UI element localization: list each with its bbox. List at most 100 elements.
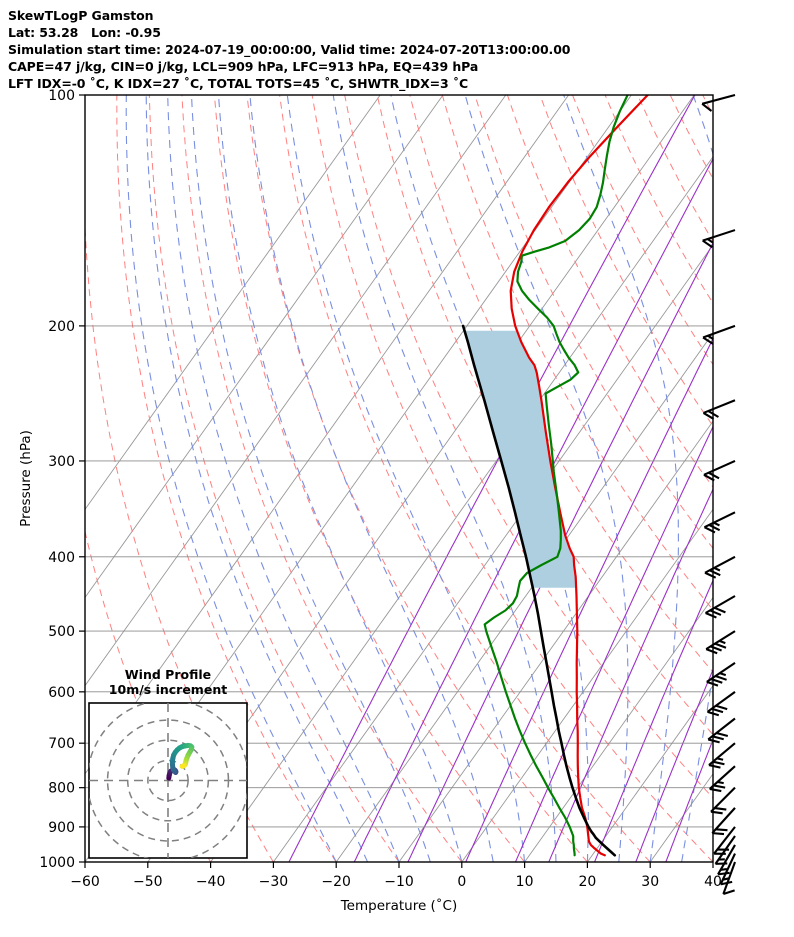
barb-feather xyxy=(712,735,724,741)
barb-shaft xyxy=(707,717,736,741)
y-tick-label: 500 xyxy=(48,624,75,640)
y-tick-label: 600 xyxy=(48,685,75,701)
x-tick-label: −20 xyxy=(321,874,351,890)
wind-barb xyxy=(702,324,736,345)
barb-feather xyxy=(705,648,718,655)
barb-shaft xyxy=(706,690,736,713)
barb-shaft xyxy=(702,324,736,339)
barb-shaft xyxy=(722,861,736,895)
isotherm xyxy=(85,95,507,687)
isotherm xyxy=(524,596,713,862)
dry-adiabat xyxy=(441,95,713,611)
barb-feather xyxy=(716,757,724,761)
hodograph-body xyxy=(89,703,247,858)
wind-barb xyxy=(702,229,736,249)
wind-barb xyxy=(711,807,736,836)
isotherm xyxy=(712,861,713,862)
moist-adiabat xyxy=(190,95,431,862)
wind-barb xyxy=(719,853,736,886)
barb-feather xyxy=(707,334,714,341)
moist-adiabat xyxy=(217,95,463,862)
dry-adiabat xyxy=(148,95,400,862)
barb-feather xyxy=(703,526,716,534)
y-tick-label: 200 xyxy=(48,319,75,335)
x-tick-label: 40 xyxy=(704,874,722,890)
y-tick-label: 700 xyxy=(48,736,75,752)
mixing-ratio-line xyxy=(465,337,713,862)
isotherm xyxy=(776,95,794,862)
dry-adiabat xyxy=(213,95,525,862)
barb-shaft xyxy=(706,661,736,683)
wind-barb xyxy=(710,786,736,815)
dry-adiabat xyxy=(344,95,713,799)
barb-feather xyxy=(711,707,724,714)
y-tick-label: 900 xyxy=(48,820,75,836)
barb-feather xyxy=(707,710,720,717)
background-gridlines xyxy=(85,95,794,862)
cape-shaded-region xyxy=(464,330,577,588)
dry-adiabat xyxy=(572,95,713,366)
y-tick-label: 1000 xyxy=(39,855,75,871)
barb-feather xyxy=(702,412,715,420)
profile-dewpoint xyxy=(483,95,629,857)
barb-feather xyxy=(714,606,726,614)
moist-adiabat xyxy=(167,95,400,862)
wind-barb xyxy=(704,555,736,579)
hodograph-ring xyxy=(147,759,189,802)
barb-feather xyxy=(710,645,722,652)
dry-adiabat xyxy=(506,95,713,488)
barb-feather xyxy=(723,889,735,895)
barb-feather xyxy=(715,704,728,711)
wind-barb xyxy=(705,595,736,619)
wind-barb xyxy=(713,826,736,855)
wind-barbs xyxy=(701,93,736,895)
barb-feather xyxy=(707,238,714,244)
barb-feather xyxy=(713,521,720,527)
barb-feather xyxy=(701,102,713,112)
wind-barb xyxy=(703,459,736,482)
x-tick-label: 10 xyxy=(516,874,534,890)
moist-adiabat xyxy=(286,95,526,862)
header-indices-1: CAPE=47 j/kg, CIN=0 j/kg, LCL=909 hPa, L… xyxy=(8,59,479,74)
barb-feather xyxy=(712,760,725,766)
header-title: SkewTLogP Gamston xyxy=(8,8,154,23)
barb-feather xyxy=(707,410,719,418)
moist-adiabat xyxy=(712,859,713,862)
barb-feather xyxy=(719,639,726,645)
dry-adiabat xyxy=(604,95,713,305)
dry-adiabat xyxy=(311,95,713,862)
mixing-ratio-line xyxy=(288,95,696,862)
x-tick-label: −30 xyxy=(259,874,289,890)
mixing-ratio-line xyxy=(514,425,713,862)
wind-barb xyxy=(703,511,736,534)
header-times: Simulation start time: 2024-07-19_00:00:… xyxy=(8,42,571,57)
dry-adiabat xyxy=(116,95,337,862)
cape-fill xyxy=(464,330,577,588)
barb-feather xyxy=(715,675,727,681)
y-tick-label: 400 xyxy=(48,550,75,566)
y-tick-label: 300 xyxy=(48,454,75,470)
wind-profile-subtitle: 10m/s increment xyxy=(109,682,227,697)
moist-adiabat xyxy=(332,95,557,862)
mixing-ratio-line xyxy=(407,241,713,862)
mixing-ratio-line xyxy=(594,579,713,862)
mixing-ratio-line xyxy=(548,487,713,862)
header-indices-2: LFT IDX=-0 ˚C, K IDX=27 ˚C, TOTAL TOTS=4… xyxy=(8,76,469,91)
isotherm xyxy=(587,684,713,862)
x-axis-label: Temperature (˚C) xyxy=(340,897,458,914)
barb-feather xyxy=(702,336,714,345)
moist-adiabat xyxy=(744,95,794,862)
barb-feather xyxy=(704,571,717,579)
isotherm xyxy=(85,95,444,599)
barb-feather xyxy=(720,880,733,886)
moist-adiabat xyxy=(464,95,629,862)
y-axis-label: Pressure (hPa) xyxy=(18,430,34,527)
x-tick-label: −50 xyxy=(133,874,163,890)
wind-barb xyxy=(707,717,736,744)
mixing-ratio-line xyxy=(665,738,713,862)
isotherm xyxy=(398,420,713,862)
barb-feather xyxy=(703,473,715,482)
